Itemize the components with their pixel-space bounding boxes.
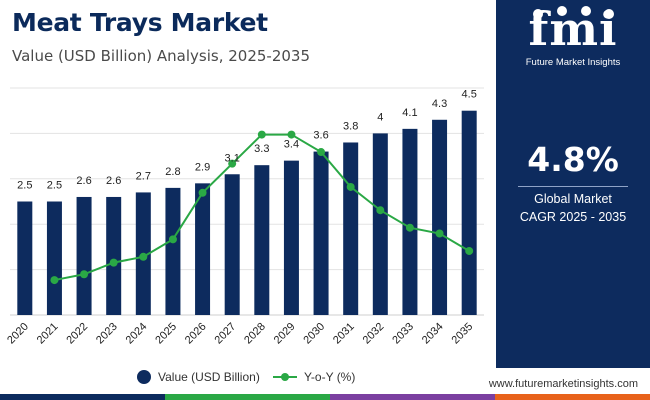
- bottom-color-bar: [0, 394, 650, 400]
- bar-2022: [76, 196, 92, 315]
- bottom-bar-seg-1: [0, 394, 165, 400]
- logo-icon-4: [604, 9, 614, 19]
- bar-label-2032: 4: [377, 111, 383, 123]
- yoy-point-2035: [465, 246, 474, 255]
- bottom-bar-seg-3: [330, 394, 495, 400]
- x-tick-2031: 2031: [331, 321, 357, 347]
- yoy-point-2027: [228, 159, 237, 168]
- website-link[interactable]: www.futuremarketinsights.com: [488, 378, 638, 390]
- legend-bar-swatch: [137, 370, 151, 384]
- x-tick-2020: 2020: [5, 321, 31, 347]
- bar-2030: [313, 151, 329, 315]
- logo-icons: [533, 6, 614, 19]
- bar-2033: [402, 128, 418, 315]
- yoy-point-2023: [109, 258, 118, 267]
- x-tick-2023: 2023: [94, 321, 120, 347]
- x-tick-2029: 2029: [272, 321, 298, 347]
- side-panel: fmi Future Market Insights 4.8% Global M…: [496, 0, 650, 368]
- x-tick-2024: 2024: [124, 321, 150, 347]
- bar-2026: [195, 183, 211, 315]
- legend-line-swatch: [273, 373, 297, 381]
- x-tick-2025: 2025: [153, 321, 179, 347]
- x-tick-2027: 2027: [213, 321, 239, 347]
- cagr-label-line2: CAGR 2025 - 2035: [519, 210, 627, 224]
- bar-2029: [283, 160, 299, 315]
- legend-line-label: Y-o-Y (%): [304, 370, 356, 384]
- bar-2034: [432, 119, 448, 315]
- bar-2025: [165, 187, 181, 315]
- yoy-point-2024: [139, 252, 148, 261]
- bar-2027: [224, 174, 240, 315]
- x-tick-2026: 2026: [183, 321, 209, 347]
- yoy-point-2030: [317, 148, 326, 157]
- fmi-logo: fmi Future Market Insights: [496, 0, 650, 75]
- chart-title: Meat Trays Market: [12, 8, 268, 37]
- bar-label-2029: 3.4: [284, 139, 299, 151]
- bar-2032: [372, 133, 388, 315]
- bar-label-2026: 2.9: [195, 161, 210, 173]
- bar-label-2022: 2.6: [76, 175, 91, 187]
- bar-label-2020: 2.5: [17, 180, 32, 192]
- x-tick-2034: 2034: [420, 321, 446, 347]
- bar-label-2034: 4.3: [432, 98, 447, 110]
- yoy-point-2033: [405, 223, 414, 232]
- bar-label-2033: 4.1: [402, 107, 417, 119]
- x-tick-2022: 2022: [64, 321, 90, 347]
- yoy-point-2028: [257, 130, 266, 139]
- yoy-point-2034: [435, 229, 444, 238]
- yoy-point-2026: [198, 188, 207, 197]
- yoy-point-2025: [168, 235, 177, 244]
- yoy-point-2022: [80, 270, 89, 279]
- x-tick-2033: 2033: [390, 321, 416, 347]
- bottom-bar-seg-4: [495, 394, 650, 400]
- x-tick-2032: 2032: [361, 321, 387, 347]
- yoy-point-2029: [287, 130, 296, 139]
- legend-item-yoy: Y-o-Y (%): [273, 370, 355, 384]
- logo-icon-1: [533, 9, 543, 19]
- bar-2020: [17, 201, 33, 315]
- logo-mark: fmi: [528, 2, 618, 56]
- bar-2028: [254, 165, 270, 315]
- x-tick-2030: 2030: [301, 321, 327, 347]
- logo-icon-2: [557, 6, 567, 16]
- yoy-point-2031: [346, 182, 355, 191]
- logo-text: Future Market Insights: [525, 57, 621, 68]
- bar-label-2024: 2.7: [136, 170, 151, 182]
- bar-label-2031: 3.8: [343, 120, 358, 132]
- x-tick-2021: 2021: [35, 321, 61, 347]
- logo-icon-3: [581, 6, 591, 16]
- x-tick-2028: 2028: [242, 321, 268, 347]
- bar-2021: [46, 201, 62, 315]
- bar-label-2028: 3.3: [254, 143, 269, 155]
- cagr-label-line1: Global Market: [534, 192, 612, 206]
- cagr-value: 4.8%: [527, 140, 619, 179]
- chart-area: 2.5 2.5 2.6 2.6 2.7 2.8 2.9 3.1 3.3 3.4 3.6 3.8 4 4.1…: [5, 87, 484, 347]
- bar-label-2025: 2.8: [165, 166, 180, 178]
- legend-bar-label: Value (USD Billion): [158, 370, 260, 384]
- bar-label-2023: 2.6: [106, 175, 121, 187]
- yoy-point-2032: [376, 206, 385, 215]
- x-tick-2035: 2035: [450, 321, 476, 347]
- legend-item-value: Value (USD Billion): [137, 370, 260, 384]
- chart-subtitle: Value (USD Billion) Analysis, 2025-2035: [12, 47, 310, 65]
- bottom-bar-seg-2: [165, 394, 330, 400]
- bar-label-2030: 3.6: [313, 130, 328, 142]
- bar-label-2035: 4.5: [462, 89, 477, 101]
- bar-2023: [106, 196, 122, 315]
- cagr-divider: [518, 186, 628, 187]
- bar-2031: [343, 142, 359, 315]
- legend: Value (USD Billion) Y-o-Y (%): [0, 368, 496, 388]
- bar-2035: [461, 110, 477, 315]
- yoy-point-2021: [50, 276, 59, 285]
- bar-label-2027: 3.1: [225, 152, 240, 164]
- bar-label-2021: 2.5: [47, 180, 62, 192]
